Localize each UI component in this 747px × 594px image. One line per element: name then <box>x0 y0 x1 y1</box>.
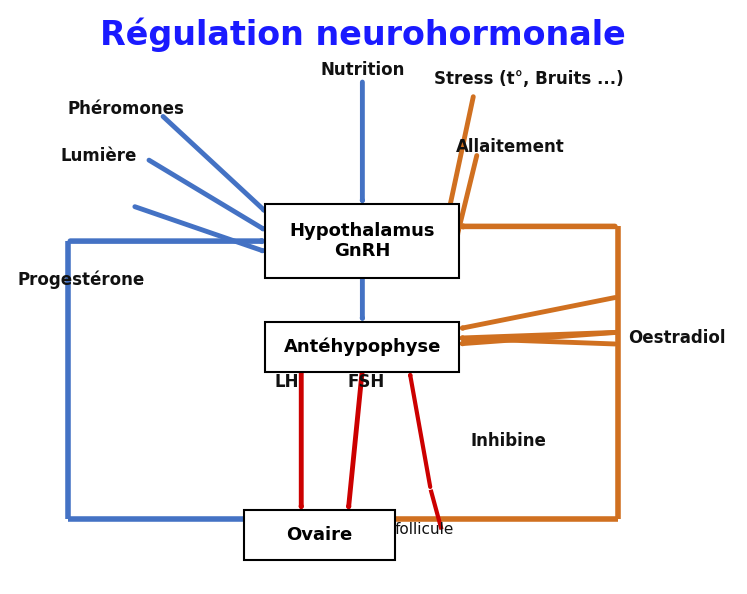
Text: Régulation neurohormonale: Régulation neurohormonale <box>99 17 625 52</box>
Text: Nutrition: Nutrition <box>320 61 405 80</box>
Text: Phéromones: Phéromones <box>67 100 185 118</box>
FancyBboxPatch shape <box>265 322 459 372</box>
Text: Oestradiol: Oestradiol <box>628 329 726 347</box>
Text: Allaitement: Allaitement <box>456 138 565 156</box>
Text: Hypothalamus
GnRH: Hypothalamus GnRH <box>290 222 436 261</box>
Text: LH: LH <box>275 373 299 391</box>
Text: Inhibine: Inhibine <box>471 432 546 450</box>
FancyBboxPatch shape <box>265 204 459 278</box>
Text: Antéhypophyse: Antéhypophyse <box>284 338 441 356</box>
FancyBboxPatch shape <box>244 510 394 560</box>
Text: Stress (t°, Bruits ...): Stress (t°, Bruits ...) <box>434 70 624 89</box>
Text: follicule: follicule <box>394 522 454 537</box>
Text: Lumière: Lumière <box>61 147 137 165</box>
Text: Ovaire: Ovaire <box>286 526 353 544</box>
Text: FSH: FSH <box>347 373 385 391</box>
Text: Progestérone: Progestérone <box>17 270 144 289</box>
